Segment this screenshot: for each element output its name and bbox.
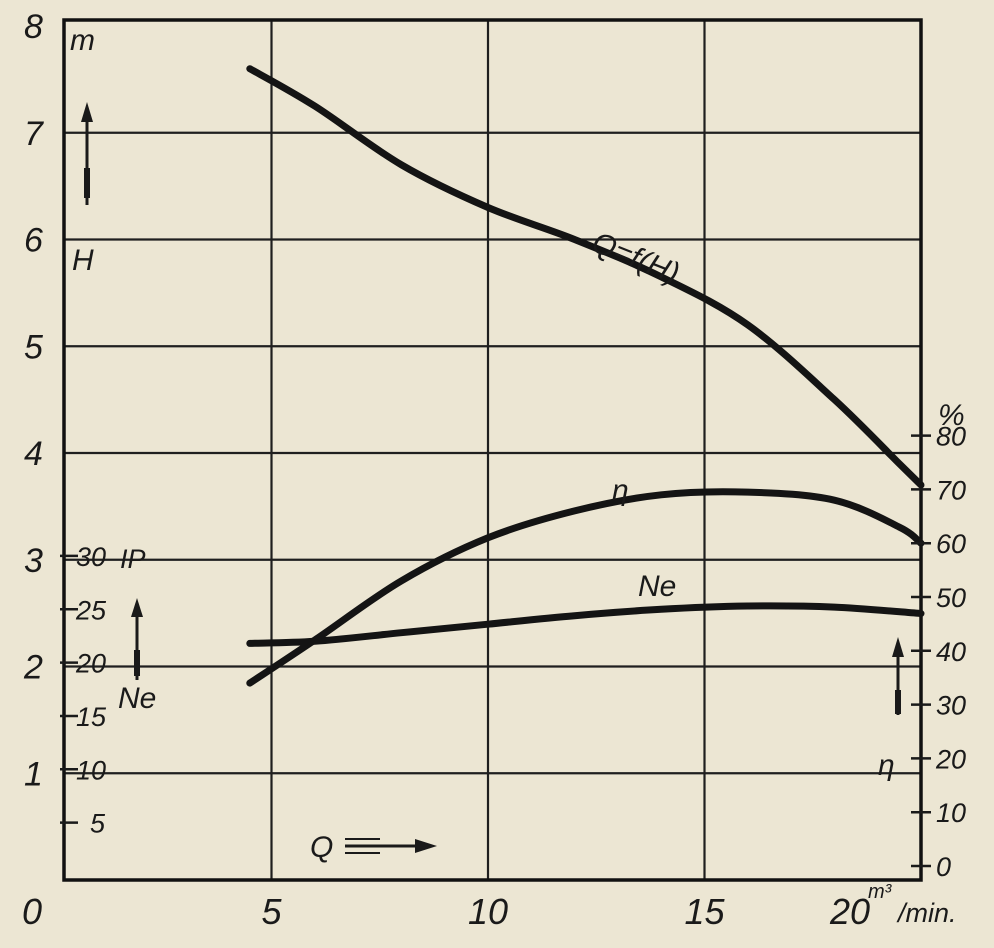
- power-axis-tick-label: 15: [76, 702, 107, 732]
- grid: [64, 20, 921, 880]
- power-axis-tick-label: 25: [75, 595, 107, 625]
- right-axis-unit: %: [938, 399, 965, 432]
- power-axis-tick-label: 20: [75, 649, 106, 679]
- right-axis-tick-label: 80: [936, 422, 966, 452]
- right-axis-symbol: η: [878, 749, 895, 782]
- left-axis-tick-label: 8: [24, 8, 43, 46]
- efficiency-curve-label: η: [612, 474, 629, 507]
- power-axis-tick-label: 5: [90, 809, 106, 839]
- right-axis-tick-label: 0: [936, 852, 951, 882]
- plot-frame: [62, 18, 923, 882]
- x-axis-tick-label: 0: [22, 891, 42, 932]
- right-axis-tick-label: 30: [936, 691, 966, 721]
- right-axis-tick-label: 40: [936, 637, 966, 667]
- x-axis-unit-sup: m³: [868, 881, 893, 903]
- x-axis-symbol: Q: [310, 831, 333, 864]
- x-axis-unit-suffix: /min.: [896, 898, 957, 928]
- curves: Q=f(H) η Ne: [246, 65, 925, 687]
- left-axis-symbol: H: [72, 244, 94, 277]
- h-axis-arrow-icon: [81, 102, 93, 205]
- right-axis-tick-label: 70: [936, 475, 966, 505]
- x-axis-tick-label: 15: [685, 891, 726, 932]
- power-axis-tick-label: 10: [76, 755, 106, 785]
- left-axis-tick-label: 7: [24, 115, 44, 153]
- left-axis-tick-label: 5: [24, 328, 43, 366]
- x-axis-tick-label: 5: [262, 891, 283, 932]
- left-axis-tick-label: 4: [24, 435, 43, 473]
- right-axis-tick-label: 50: [936, 583, 966, 613]
- q-axis-arrow-icon: [345, 838, 437, 854]
- left-axis-unit: m: [70, 24, 95, 57]
- right-axis-tick-label: 10: [936, 798, 966, 828]
- left-axis-tick-label: 3: [24, 542, 43, 580]
- right-axis-tick-label: 20: [935, 744, 966, 774]
- x-axis-tick-label: 10: [468, 891, 508, 932]
- head-curve: [246, 65, 925, 489]
- right-axis-tick-label: 60: [936, 529, 966, 559]
- power-axis-symbol: Ne: [118, 682, 156, 715]
- left-axis-tick-label: 1: [24, 755, 43, 793]
- power-curve: [246, 602, 925, 647]
- direction-arrows: [81, 102, 904, 854]
- left-axis-tick-label: 6: [24, 222, 43, 260]
- power-axis-unit: IP: [120, 544, 146, 574]
- power-curve-label: Ne: [638, 570, 676, 603]
- power-axis-tick-label: 30: [76, 542, 106, 572]
- head-curve-label: Q=f(H): [587, 226, 684, 291]
- x-axis-unit-main: 20: [829, 891, 870, 932]
- ne-axis-arrow-icon: [131, 598, 143, 680]
- eta-axis-arrow-icon: [892, 637, 904, 715]
- left-axis-tick-label: 2: [23, 649, 43, 687]
- efficiency-curve: [246, 488, 925, 687]
